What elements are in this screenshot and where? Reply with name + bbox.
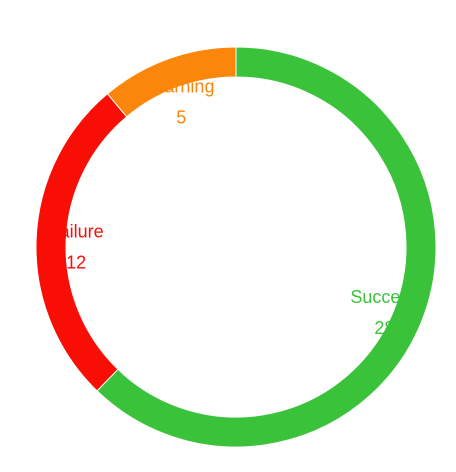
slice-success xyxy=(96,46,437,448)
donut-slices xyxy=(35,46,437,448)
slice-label-failure: Failure xyxy=(49,221,104,241)
slice-value-success: 28 xyxy=(374,318,394,338)
slice-warning xyxy=(106,46,237,118)
slice-label-success: Success xyxy=(350,287,418,307)
slice-value-failure: 12 xyxy=(66,252,86,272)
slice-label-warning: Warning xyxy=(148,77,214,97)
slice-labels: Success 28 Failure 12 Warning 5 xyxy=(49,77,419,338)
slice-value-warning: 5 xyxy=(176,108,186,128)
slice-failure xyxy=(35,93,128,392)
